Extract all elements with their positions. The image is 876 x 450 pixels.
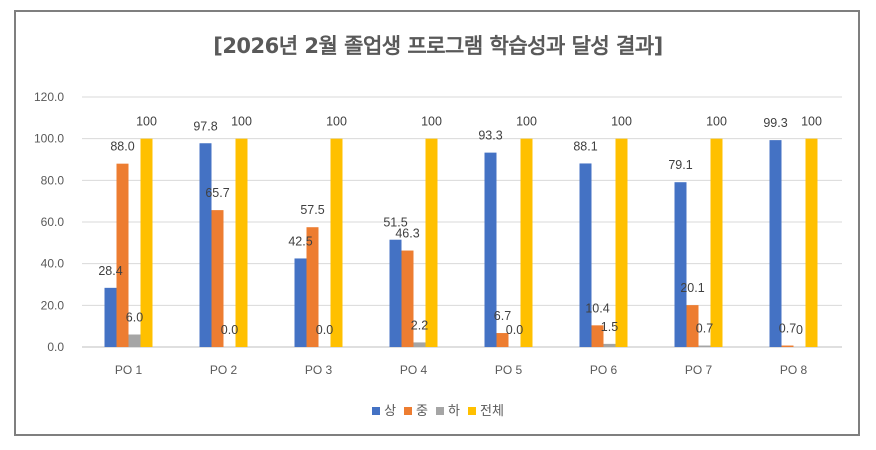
bar-전체-PO1 (140, 138, 153, 347)
legend-label: 전체 (479, 404, 504, 419)
bar-전체-PO3 (330, 138, 343, 347)
data-label: 100 (801, 115, 822, 129)
bar-하-PO4 (413, 342, 426, 347)
data-label: 57.5 (300, 203, 324, 217)
data-label: 0.7 (696, 322, 713, 336)
bar-전체-PO5 (520, 138, 533, 347)
bar-상-PO3 (294, 258, 307, 347)
x-axis-ticks: PO 1 PO 2 PO 3 PO 4 PO 5 PO 6 PO 7 PO 8 (115, 363, 808, 377)
data-labels: 28.4 88.0 6.0 100 97.8 65.7 0.0 100 42.5 57.5 0.0 1… (98, 115, 822, 337)
legend-item: 전체 (467, 400, 504, 419)
x-tick-label: PO 2 (210, 363, 238, 377)
data-label: 99.3 (763, 116, 787, 130)
data-label: 93.3 (478, 129, 502, 143)
legend-swatch (372, 407, 381, 415)
data-label: 100 (326, 115, 347, 129)
bar-전체-PO6 (615, 138, 628, 347)
data-label: 0 (796, 323, 803, 337)
bar-중-PO8 (781, 345, 794, 347)
bar-중-PO3 (306, 227, 319, 347)
legend-swatch (436, 407, 445, 415)
data-label: 10.4 (585, 301, 609, 315)
bar-중-PO2 (211, 210, 224, 347)
data-label: 6.7 (494, 309, 511, 323)
data-label: 0.0 (506, 323, 523, 337)
bar-상-PO4 (389, 239, 402, 347)
legend-swatch (404, 407, 413, 415)
data-label: 1.5 (601, 320, 618, 334)
data-label: 100 (706, 115, 727, 129)
chart-title: [2026년 2월 졸업생 프로그램 학습성과 달성 결과] (213, 34, 663, 58)
x-tick-label: PO 8 (780, 363, 808, 377)
bar-하-PO7 (698, 345, 711, 347)
bar-하-PO1 (128, 334, 141, 347)
bar-중-PO6 (591, 325, 604, 347)
bar-하-PO6 (603, 343, 616, 347)
data-label: 100 (231, 115, 252, 129)
bars (104, 138, 818, 347)
y-tick-label: 40.0 (41, 257, 65, 271)
data-label: 0.0 (316, 323, 333, 337)
bar-상-PO2 (199, 143, 212, 347)
bar-상-PO1 (104, 287, 117, 347)
y-axis-ticks: 0.0 20.0 40.0 60.0 80.0 100.0 120.0 (34, 90, 64, 354)
bar-중-PO4 (401, 250, 414, 347)
bar-전체-PO2 (235, 138, 248, 347)
x-tick-label: PO 3 (305, 363, 333, 377)
y-tick-label: 60.0 (41, 215, 65, 229)
legend-label: 하 (448, 404, 460, 419)
bar-전체-PO8 (805, 138, 818, 347)
data-label: 65.7 (205, 186, 229, 200)
data-label: 2.2 (411, 318, 428, 332)
legend-swatch (467, 407, 476, 415)
data-label: 100 (136, 115, 157, 129)
bar-상-PO5 (484, 152, 497, 347)
chart-legend: 상 중 하 전체 (0, 400, 876, 419)
data-label: 46.3 (395, 227, 419, 241)
y-tick-label: 80.0 (41, 173, 65, 187)
data-label: 100 (421, 115, 442, 129)
data-label: 6.0 (126, 311, 143, 325)
x-tick-label: PO 6 (590, 363, 618, 377)
data-label: 88.0 (110, 140, 134, 154)
data-label: 100 (516, 115, 537, 129)
bar-중-PO7 (686, 305, 699, 347)
bar-상-PO8 (769, 140, 782, 347)
data-label: 51.5 (383, 216, 407, 230)
legend-label: 상 (384, 404, 397, 419)
data-label: 97.8 (193, 119, 217, 133)
data-label: 0.7 (779, 322, 796, 336)
legend-item: 상 (372, 400, 396, 419)
data-label: 20.1 (680, 281, 704, 295)
gridlines (82, 96, 842, 348)
data-label: 100 (611, 115, 632, 129)
data-label: 28.4 (98, 264, 122, 278)
legend-label: 중 (416, 404, 429, 419)
x-tick-label: PO 4 (400, 363, 428, 377)
data-label: 0.0 (221, 323, 238, 337)
bar-상-PO6 (579, 163, 592, 347)
bar-상-PO7 (674, 182, 687, 347)
y-tick-label: 100.0 (34, 132, 64, 146)
data-label: 42.5 (288, 234, 312, 248)
bar-중-PO5 (496, 333, 509, 347)
y-tick-label: 0.0 (47, 340, 64, 354)
legend-item: 중 (404, 400, 428, 419)
x-tick-label: PO 5 (495, 363, 523, 377)
y-tick-label: 120.0 (34, 90, 64, 104)
y-tick-label: 20.0 (41, 298, 65, 312)
x-tick-label: PO 1 (115, 363, 143, 377)
data-label: 88.1 (573, 139, 597, 153)
bar-전체-PO4 (425, 138, 438, 347)
bar-전체-PO7 (710, 138, 723, 347)
data-label: 79.1 (668, 158, 692, 172)
bar-중-PO1 (116, 163, 129, 347)
legend-item: 하 (436, 400, 460, 419)
x-tick-label: PO 7 (685, 363, 713, 377)
